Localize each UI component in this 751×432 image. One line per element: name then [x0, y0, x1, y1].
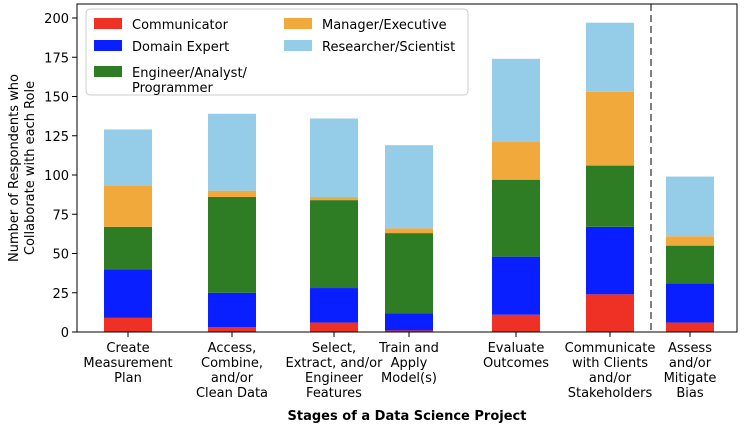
bar-segment [385, 233, 433, 314]
bar-segment [666, 322, 714, 332]
legend-label: Domain Expert [132, 40, 229, 55]
legend-swatch [94, 66, 122, 77]
legend-swatch [284, 18, 312, 29]
x-tick-label: Assess [668, 341, 712, 356]
x-tick-label: Features [306, 386, 362, 401]
x-tick-label: Create [106, 341, 149, 356]
bar-segment [310, 200, 358, 289]
legend: Communicator Domain Expert Engineer/Analys… [85, 8, 469, 96]
plot-frame [76, 3, 738, 333]
bar-segment [666, 176, 714, 237]
x-tick-label: Bias [676, 386, 703, 401]
legend-swatch [94, 18, 122, 29]
legend-label: Programmer [132, 81, 214, 96]
bar-segment [104, 317, 152, 332]
y-tick-label: 75 [52, 208, 69, 223]
bar-segment [492, 142, 540, 180]
y-tick-label: 100 [44, 169, 69, 184]
y-tick-label: 125 [44, 130, 69, 145]
x-tick-label: Train and [378, 341, 439, 356]
bar-segment [586, 22, 634, 92]
x-tick-label: Evaluate [488, 341, 545, 356]
x-tick-label: Clean Data [196, 386, 268, 401]
x-tick-label: with Clients [572, 356, 648, 371]
y-axis-title-line: Number of Respondents who [7, 74, 22, 262]
bars-layer [104, 4, 714, 332]
legend-label: Communicator [132, 18, 229, 33]
bar-segment [104, 185, 152, 227]
bar-segment [104, 129, 152, 186]
bar-segment [492, 314, 540, 332]
bar-segment [310, 118, 358, 197]
x-tick-label: Plan [114, 371, 142, 386]
bar-segment [385, 228, 433, 234]
y-axis-title-line: Collaborate with each Role [23, 81, 38, 255]
y-tick-label: 25 [52, 287, 69, 302]
x-tick-label: Measurement [83, 356, 172, 371]
x-tick-label: Extract, and/or [286, 356, 384, 371]
bar-segment [310, 322, 358, 332]
bar-segment [208, 113, 256, 191]
bar-segment [586, 294, 634, 332]
x-tick-label: Apply [391, 356, 428, 371]
x-tick-label: Mitigate [664, 371, 717, 386]
y-tick-label: 175 [44, 51, 69, 66]
x-tick-label: Outcomes [483, 356, 549, 371]
x-axis: CreateMeasurementPlanAccess,Combine,and/… [83, 332, 716, 401]
legend-box [85, 8, 469, 96]
x-tick-label: Communicate [565, 341, 656, 356]
bar-segment [666, 236, 714, 246]
y-axis: 0 25 50 75 100 125 150 175 200 [44, 12, 77, 341]
bar-segment [104, 269, 152, 318]
bar-segment [586, 165, 634, 227]
bar-segment [385, 313, 433, 331]
x-tick-label: and/or [669, 356, 712, 371]
x-tick-label: Select, [312, 341, 356, 356]
bar-segment [104, 226, 152, 270]
bar-segment [385, 330, 433, 332]
bar-segment [310, 288, 358, 323]
x-tick-label: Access, [208, 341, 257, 356]
x-tick-label: Engineer [305, 371, 364, 386]
bar-segment [492, 179, 540, 257]
x-tick-label: and/or [589, 371, 632, 386]
bar-segment [385, 145, 433, 229]
bar-segment [208, 190, 256, 197]
y-axis-title: Number of Respondents who Collaborate wit… [7, 74, 38, 262]
bar-segment [208, 292, 256, 328]
bar-segment [492, 256, 540, 315]
y-tick-label: 200 [44, 12, 69, 27]
bar-segment [492, 58, 540, 143]
x-tick-label: Stakeholders [568, 386, 653, 401]
bar-segment [310, 196, 358, 201]
bar-segment [586, 91, 634, 166]
y-tick-label: 50 [52, 248, 69, 263]
legend-label: Manager/Executive [322, 18, 447, 33]
y-tick-label: 150 [44, 91, 69, 106]
bar-segment [666, 245, 714, 284]
x-tick-label: and/or [211, 371, 254, 386]
legend-label: Researcher/Scientist [322, 40, 455, 55]
bar-segment [666, 283, 714, 323]
bar-segment [208, 327, 256, 332]
legend-swatch [284, 40, 312, 51]
y-tick-label: 0 [61, 326, 69, 341]
legend-swatch [94, 40, 122, 51]
x-tick-label: Model(s) [381, 371, 437, 386]
bar-segment [208, 196, 256, 293]
legend-label: Engineer/Analyst/ [132, 66, 248, 81]
x-axis-title: Stages of a Data Science Project [288, 409, 527, 424]
bar-segment [586, 226, 634, 295]
x-tick-label: Combine, [201, 356, 263, 371]
